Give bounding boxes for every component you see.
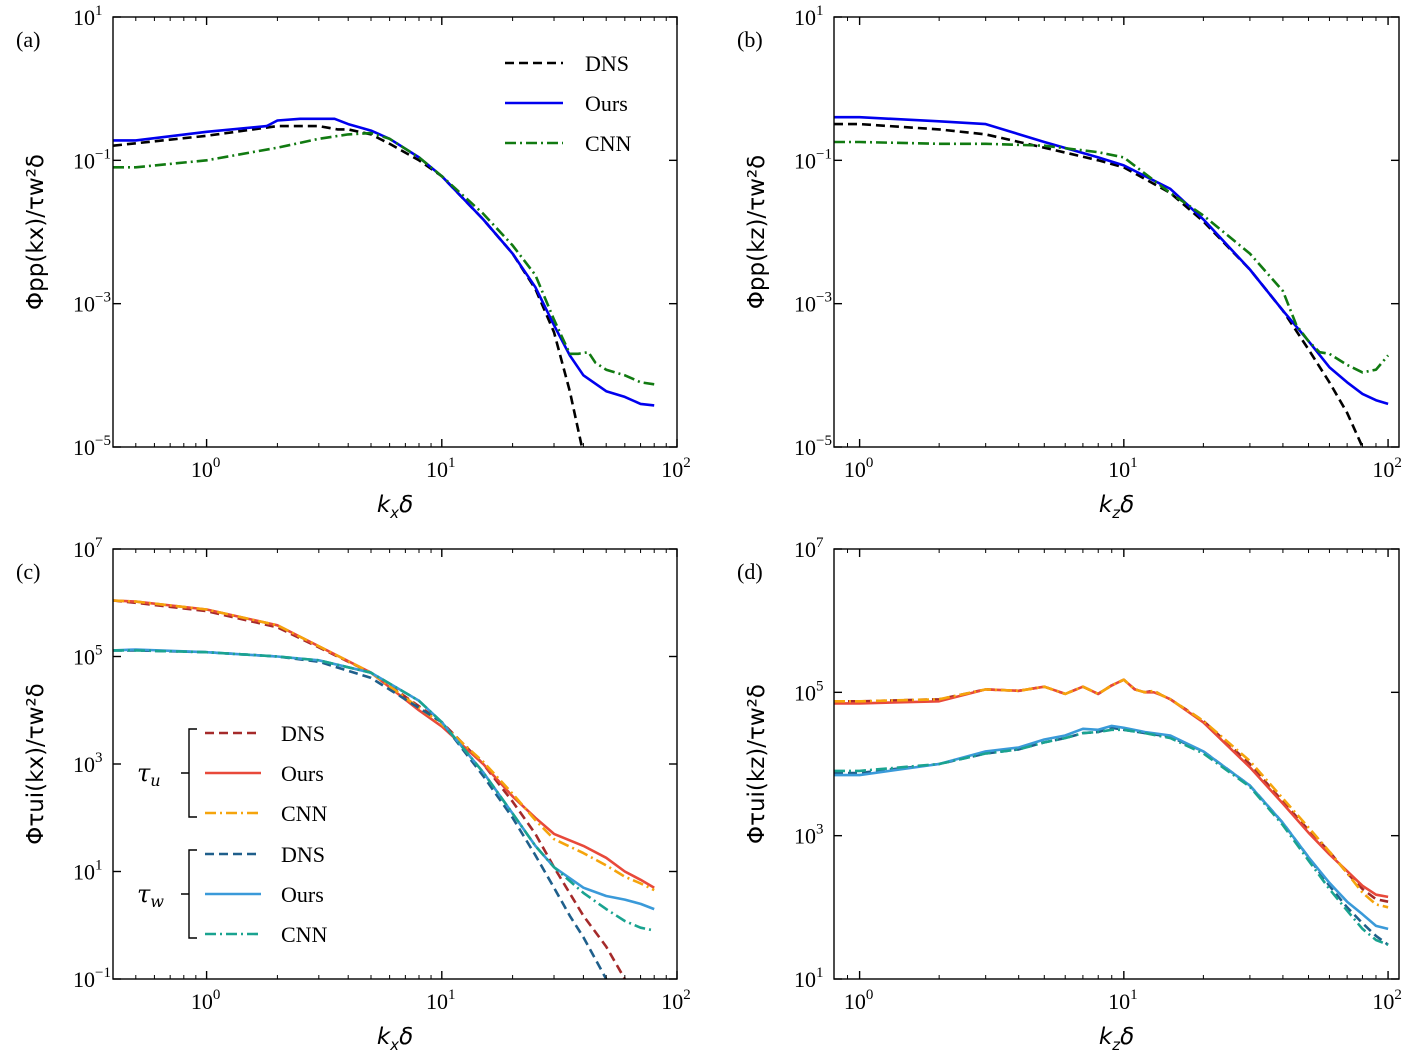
legend-label-dns: DNS	[585, 51, 629, 76]
series-cnn-line	[113, 131, 655, 386]
series-cnn-w-line	[834, 728, 1389, 947]
series-dns-u-line	[834, 678, 1389, 903]
x-tick-label: 101	[426, 987, 456, 1014]
legend-label-ours: Ours	[585, 91, 628, 116]
series-ours-u-line	[834, 678, 1389, 899]
minor-ticks	[833, 17, 1377, 447]
series-ours-w-line	[834, 724, 1389, 931]
x-axis-label: kxδ	[377, 1024, 413, 1054]
axes-frame	[112, 548, 678, 980]
y-tick-label: 103	[73, 750, 103, 777]
x-tick-label: 102	[1372, 455, 1402, 482]
axes-frame	[833, 548, 1400, 980]
y-axis-label: Φpp(kz)/τw²δ	[744, 155, 770, 309]
axes-frame	[833, 16, 1400, 448]
legend-label-cnn-w: CNN	[281, 922, 328, 947]
series-group	[834, 678, 1389, 947]
legend: τu DNS Ours CNN τw DNS Ours CNN	[137, 721, 328, 947]
series-dns-u-line	[113, 599, 626, 979]
y-tick-label: 107	[73, 535, 103, 562]
series-ours-line	[834, 115, 1389, 406]
y-tick-label: 10−1	[73, 965, 111, 992]
panel-b: 100 101 102 10−5 10−3 10−1 101 (b) kzδ Φpp(kz)/τw…	[737, 3, 1402, 522]
y-axis-label: Φpp(kx)/τw²δ	[23, 154, 49, 310]
y-tick-label: 10−5	[73, 433, 111, 460]
panel-d: 100 101 102 101 103 105 107 (d) kzδ Φτui(kz)/τw²δ	[737, 535, 1402, 1054]
y-axis-label: Φτui(kz)/τw²δ	[744, 684, 770, 844]
y-tick-label: 105	[73, 643, 103, 670]
legend-group-label: τu	[137, 759, 161, 790]
axes-frame	[112, 16, 678, 448]
legend-label-ours-w: Ours	[281, 882, 324, 907]
series-dns-line	[113, 124, 584, 447]
y-tick-label: 107	[794, 535, 824, 562]
legend-label-cnn: CNN	[585, 131, 632, 156]
legend-label-ours-u: Ours	[281, 761, 324, 786]
y-tick-label: 10−1	[794, 146, 832, 173]
minor-ticks	[112, 549, 667, 979]
legend: DNS Ours CNN	[505, 51, 632, 156]
series-cnn-line	[834, 140, 1390, 374]
panel-a: 100 101 102 10−5 10−3 10−1 101 (a) kxδ Φpp(kx)/τw…	[16, 3, 691, 522]
series-cnn-w-line	[113, 649, 655, 932]
panel-label: (b)	[737, 27, 763, 52]
series-group	[113, 599, 655, 979]
series-ours-line	[113, 117, 655, 407]
legend-group-label: τw	[137, 880, 164, 911]
x-tick-label: 100	[844, 987, 874, 1014]
series-ours-w-line	[113, 648, 655, 911]
y-axis-label: Φτui(kx)/τw²δ	[23, 683, 49, 845]
x-tick-label: 100	[844, 455, 874, 482]
x-tick-label: 101	[1108, 987, 1138, 1014]
series-group	[113, 117, 655, 447]
panel-label: (c)	[16, 559, 40, 584]
series-dns-line	[834, 122, 1364, 447]
series-dns-w-line	[834, 726, 1389, 946]
minor-ticks	[112, 17, 667, 447]
x-tick-label: 100	[191, 987, 221, 1014]
legend-label-dns-u: DNS	[281, 721, 325, 746]
panel-label: (d)	[737, 559, 763, 584]
x-tick-label: 100	[191, 455, 221, 482]
y-tick-label: 101	[73, 3, 103, 30]
y-tick-label: 10−3	[73, 290, 111, 317]
x-tick-label: 102	[661, 455, 691, 482]
y-tick-label: 101	[73, 858, 103, 885]
panel-c: 100 101 102 10−1 101 103 105 107 (c) kxδ Φτui(kx)/…	[16, 535, 691, 1054]
legend-label-cnn-u: CNN	[281, 801, 328, 826]
panels: 100 101 102 10−5 10−3 10−1 101 (a) kxδ Φpp(kx)/τw…	[16, 3, 1402, 1054]
series-group	[834, 115, 1390, 447]
legend-brace	[181, 849, 197, 939]
legend-brace	[181, 728, 197, 818]
minor-ticks	[833, 549, 1377, 979]
y-tick-label: 105	[794, 678, 824, 705]
series-cnn-u-line	[834, 678, 1389, 909]
panel-label: (a)	[16, 27, 40, 52]
legend-label-dns-w: DNS	[281, 842, 325, 867]
y-tick-label: 103	[794, 822, 824, 849]
y-tick-label: 101	[794, 3, 824, 30]
x-axis-label: kzδ	[1099, 492, 1134, 522]
x-tick-label: 101	[1108, 455, 1138, 482]
series-cnn-u-line	[113, 599, 655, 892]
y-tick-label: 10−3	[794, 290, 832, 317]
x-tick-label: 102	[661, 987, 691, 1014]
y-tick-label: 10−5	[794, 433, 832, 460]
x-axis-label: kxδ	[377, 492, 413, 522]
series-ours-u-line	[113, 599, 655, 889]
x-tick-label: 102	[1372, 987, 1402, 1014]
x-tick-label: 101	[426, 455, 456, 482]
y-tick-label: 101	[794, 965, 824, 992]
x-axis-label: kzδ	[1099, 1024, 1134, 1054]
y-tick-label: 10−1	[73, 146, 111, 173]
